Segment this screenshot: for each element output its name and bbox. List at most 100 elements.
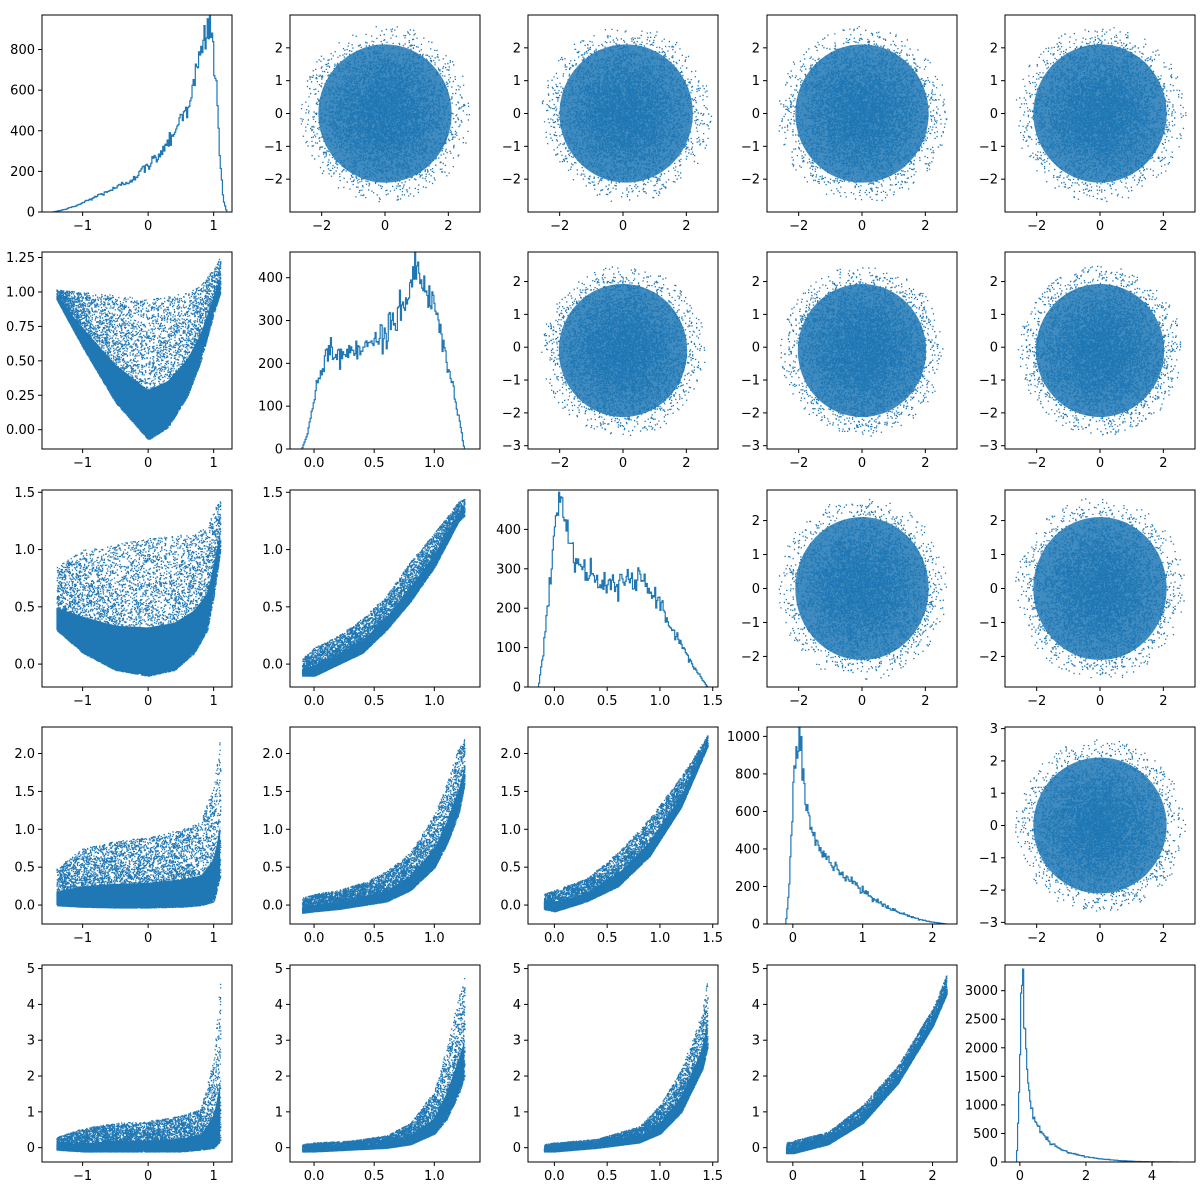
y-tick-label: 1000 — [727, 730, 760, 745]
x-tick-label: 1.5 — [702, 1169, 723, 1184]
subplot-r3-c2: 0.0 0.5 1.0 1.5 0.0 0.5 1.0 1.5 2.0 — [500, 726, 723, 946]
axes-frame — [289, 489, 481, 688]
y-tick-label: 0 — [752, 341, 760, 356]
y-tick-label: −2 — [741, 406, 760, 421]
x-tick-label: 1.5 — [702, 931, 723, 946]
y-tick-label: 0.5 — [14, 600, 35, 615]
y-tick-label: 1 — [990, 74, 998, 89]
x-tick-label: 1.0 — [424, 1169, 445, 1184]
y-tick-label: 0 — [513, 341, 521, 356]
plot-area — [785, 727, 948, 924]
x-tick-label: 0 — [789, 1169, 797, 1184]
histogram-step-line — [537, 491, 709, 687]
scatter-dense-core — [318, 44, 452, 183]
x-tick-label: 4 — [1148, 1169, 1156, 1184]
y-tick-label: 2 — [752, 41, 760, 56]
y-tick-label: 2 — [275, 1070, 283, 1085]
x-tick-label: −2 — [789, 694, 808, 709]
x-tick-label: 1.5 — [702, 694, 723, 709]
x-tick-label: 0 — [1016, 1169, 1024, 1184]
scatter-dense-core — [1035, 283, 1165, 418]
x-tick-label: 0.0 — [544, 931, 565, 946]
x-tick-label: −1 — [73, 931, 92, 946]
y-tick-label: 1.0 — [14, 543, 35, 558]
x-tick-label: 1.0 — [650, 931, 671, 946]
y-tick-label: 0.5 — [500, 861, 521, 876]
y-tick-label: 600 — [10, 84, 35, 99]
plot-area — [56, 258, 222, 440]
y-tick-label: −3 — [502, 439, 521, 454]
subplot-r3-c0: −1 0 1 0.0 0.5 1.0 1.5 2.0 — [14, 726, 233, 946]
x-tick-label: 0.0 — [304, 456, 325, 471]
x-tick-label: 0.5 — [597, 931, 618, 946]
x-tick-label: −2 — [550, 456, 569, 471]
plot-area — [300, 26, 470, 203]
scatter-dense-core — [795, 516, 929, 661]
plot-area — [541, 28, 713, 202]
y-tick-label: 3 — [752, 1034, 760, 1049]
y-tick-label: −1 — [741, 616, 760, 631]
y-tick-label: 200 — [735, 880, 760, 895]
plot-area — [541, 266, 706, 437]
axes-frame — [41, 251, 233, 450]
y-tick-label: −2 — [979, 406, 998, 421]
axes-frame — [41, 489, 233, 688]
y-tick-label: 4 — [752, 998, 760, 1013]
y-tick-label: 500 — [973, 1127, 998, 1142]
y-tick-label: 2 — [990, 41, 998, 56]
subplot-r0-c2: −2 0 2 −2 −1 0 1 2 — [502, 14, 719, 234]
y-tick-label: 2 — [752, 1070, 760, 1085]
y-tick-label: 1.5 — [262, 486, 283, 501]
x-tick-label: 0.5 — [597, 694, 618, 709]
scatter-points — [302, 978, 466, 1153]
scatter-points — [543, 983, 709, 1153]
x-tick-label: −1 — [73, 219, 92, 234]
scatter-dense-core — [1033, 757, 1167, 894]
x-tick-label: −1 — [73, 456, 92, 471]
y-tick-label: 1 — [513, 74, 521, 89]
x-tick-label: 1 — [210, 694, 218, 709]
y-tick-label: 400 — [735, 842, 760, 857]
scatter-dense-band — [56, 825, 221, 908]
y-tick-label: 0 — [513, 681, 521, 696]
y-tick-label: 2 — [275, 41, 283, 56]
x-tick-label: 1.0 — [650, 1169, 671, 1184]
x-tick-label: 1 — [210, 931, 218, 946]
y-tick-label: 5 — [275, 962, 283, 977]
subplot-r3-c4: −2 0 2 −3 −2 −1 0 1 2 3 — [979, 722, 1196, 946]
scatter-points — [56, 258, 222, 440]
y-tick-label: 0.5 — [14, 861, 35, 876]
plot-area — [56, 501, 222, 677]
x-tick-label: −2 — [1027, 219, 1046, 234]
x-tick-label: 0 — [858, 694, 866, 709]
y-tick-label: 0 — [752, 582, 760, 597]
scatter-points — [302, 498, 466, 677]
y-tick-label: 0.00 — [6, 423, 35, 438]
y-tick-label: 1.25 — [6, 251, 35, 266]
axes-frame — [766, 726, 958, 925]
subplot-r1-c3: −2 0 2 −3 −2 −1 0 1 2 — [741, 251, 958, 471]
y-tick-label: 0.0 — [262, 899, 283, 914]
x-tick-label: −1 — [73, 1169, 92, 1184]
y-tick-label: −1 — [741, 374, 760, 389]
y-tick-label: 200 — [496, 602, 521, 617]
y-tick-label: 300 — [496, 562, 521, 577]
subplot-r1-c2: −2 0 2 −3 −2 −1 0 1 2 — [502, 251, 719, 471]
y-tick-label: 3 — [513, 1034, 521, 1049]
axes-frame — [289, 251, 481, 450]
y-tick-label: 1.5 — [262, 785, 283, 800]
plot-area — [52, 15, 228, 212]
y-tick-label: 100 — [258, 400, 283, 415]
y-tick-label: 1 — [990, 308, 998, 323]
y-tick-label: 1 — [990, 548, 998, 563]
x-tick-label: 1.0 — [424, 931, 445, 946]
scatter-dense-core — [1033, 516, 1167, 661]
x-tick-label: 2 — [1159, 219, 1167, 234]
x-tick-label: 2 — [682, 456, 690, 471]
y-tick-label: 3 — [275, 1034, 283, 1049]
x-tick-label: −2 — [789, 456, 808, 471]
y-tick-label: −1 — [741, 140, 760, 155]
y-tick-label: −3 — [741, 439, 760, 454]
subplot-r2-c0: −1 0 1 0.0 0.5 1.0 1.5 — [14, 486, 233, 709]
y-tick-label: 0.5 — [262, 600, 283, 615]
